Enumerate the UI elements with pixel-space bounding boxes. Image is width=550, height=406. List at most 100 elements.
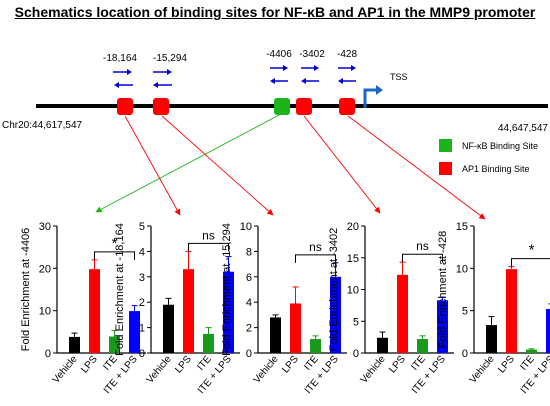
y-tick-label: 8 <box>246 246 252 258</box>
y-tick-label: 0 <box>246 348 252 360</box>
bar-ite <box>310 339 321 353</box>
y-tick-label: 30 <box>39 221 51 233</box>
significance-label: ns <box>202 228 215 242</box>
bar-ite-lps <box>546 308 550 353</box>
category-label: LPS <box>173 354 194 376</box>
y-tick-label: 0 <box>139 348 145 360</box>
bar-vehicle <box>377 337 388 353</box>
ap1-site-15294 <box>153 98 169 115</box>
ap1-site-18164 <box>117 98 133 115</box>
category-label: Vehicle <box>145 354 174 386</box>
y-tick-label: 10 <box>347 285 359 297</box>
position-label-15294: -15,294 <box>153 53 187 64</box>
y-tick-label: 2 <box>139 297 145 309</box>
y-tick-label: 5 <box>353 316 359 328</box>
y-axis-label: Fold Enrichment at -3402 <box>328 228 340 352</box>
bar-ite <box>417 339 428 353</box>
ap1-site-3402 <box>296 98 312 115</box>
connector-arrow-15294 <box>161 115 274 216</box>
bar-lps <box>397 274 408 353</box>
bar-lps <box>506 269 517 353</box>
y-tick-label: 3 <box>139 272 145 284</box>
y-tick-label: 20 <box>347 221 359 233</box>
significance-label: * <box>529 242 535 259</box>
significance-bracket <box>295 254 336 263</box>
chr-end-label: 44,647,547 <box>498 123 548 134</box>
position-label-3402: -3402 <box>299 49 325 60</box>
position-label-428: -428 <box>337 49 357 60</box>
bar-vehicle <box>69 336 80 353</box>
bar-vehicle <box>486 325 497 353</box>
y-tick-label: 4 <box>139 246 145 258</box>
promoter-schematic: TSS -18,164 -15,294 -4406 -3402 -428 Chr… <box>2 49 548 220</box>
bar-ite-lps <box>129 311 140 353</box>
legend-label-ap1: AP1 Binding Site <box>462 164 530 174</box>
y-axis-label: Fold Enrichment at -4406 <box>20 228 32 352</box>
y-tick-label: 15 <box>347 253 359 265</box>
bar-vehicle <box>163 304 174 353</box>
y-tick-label: 1 <box>139 323 145 335</box>
connector-arrow-4406 <box>95 113 282 213</box>
nfkb-site-4406 <box>274 98 290 115</box>
y-tick-label: 5 <box>139 221 145 233</box>
y-tick-label: 5 <box>462 306 468 318</box>
y-tick-label: 4 <box>246 297 252 309</box>
bar-lps <box>89 269 100 353</box>
bar-ite-lps <box>223 271 234 353</box>
significance-bracket <box>188 242 229 252</box>
category-label: Vehicle <box>359 354 388 386</box>
category-label: LPS <box>79 354 100 376</box>
figure-title: Schematics location of binding sites for… <box>14 4 536 20</box>
y-tick-label: 0 <box>353 348 359 360</box>
y-tick-label: 0 <box>45 348 51 360</box>
bar-ite <box>109 336 120 353</box>
significance-label: * <box>112 235 118 252</box>
connector-arrow-428 <box>347 115 486 220</box>
legend-swatch-nfkb <box>439 139 452 152</box>
bar-lps <box>183 269 194 353</box>
category-label: Vehicle <box>468 354 497 386</box>
y-tick-label: 10 <box>240 221 252 233</box>
y-tick-label: 10 <box>39 306 51 318</box>
y-tick-label: 6 <box>246 272 252 284</box>
tss-label: TSS <box>390 72 408 82</box>
category-label: LPS <box>496 354 517 376</box>
bar-lps <box>290 303 301 353</box>
position-label-4406: -4406 <box>266 49 292 60</box>
position-label-18164: -18,164 <box>103 53 137 64</box>
y-axis-label: Fold Enrichment at -428 <box>437 231 449 348</box>
y-axis-label: Fold Enrichment at -18,164 <box>114 223 126 356</box>
y-tick-label: 10 <box>456 263 468 275</box>
category-label: Vehicle <box>252 354 281 386</box>
bar-vehicle <box>270 317 281 353</box>
y-axis-label: Fold Enrichment at -15,294 <box>221 223 233 356</box>
y-tick-label: 20 <box>39 263 51 275</box>
chart-panel-2: 0 1 2 3 4 5 Fold Enrichment at -18,164 Vehicle L… <box>114 221 240 396</box>
significance-label: ns <box>309 240 322 254</box>
bar-ite-lps <box>437 300 448 353</box>
significance-label: ns <box>416 239 429 253</box>
bar-ite <box>526 349 537 353</box>
bar-ite <box>203 333 214 353</box>
ap1-site-428 <box>339 98 355 115</box>
significance-bracket <box>94 251 135 260</box>
category-label: Vehicle <box>51 354 80 386</box>
chart-panel-4: 0 5 10 15 20 Fold Enrichment at -3402 Vehicle L… <box>328 221 454 396</box>
primer-arrow-icons <box>113 65 356 88</box>
significance-bracket <box>402 253 443 263</box>
y-tick-label: 2 <box>246 323 252 335</box>
y-tick-label: 15 <box>456 221 468 233</box>
y-tick-label: 0 <box>462 348 468 360</box>
connector-arrow-18164 <box>124 115 181 216</box>
connector-arrow-3402 <box>303 115 381 214</box>
legend-swatch-ap1 <box>439 162 452 175</box>
bar-ite-lps <box>330 276 341 353</box>
significance-bracket <box>511 258 550 267</box>
category-label: LPS <box>387 354 408 376</box>
legend-label-nfkb: NF-κB Binding Site <box>462 141 538 151</box>
category-label: LPS <box>280 354 301 376</box>
